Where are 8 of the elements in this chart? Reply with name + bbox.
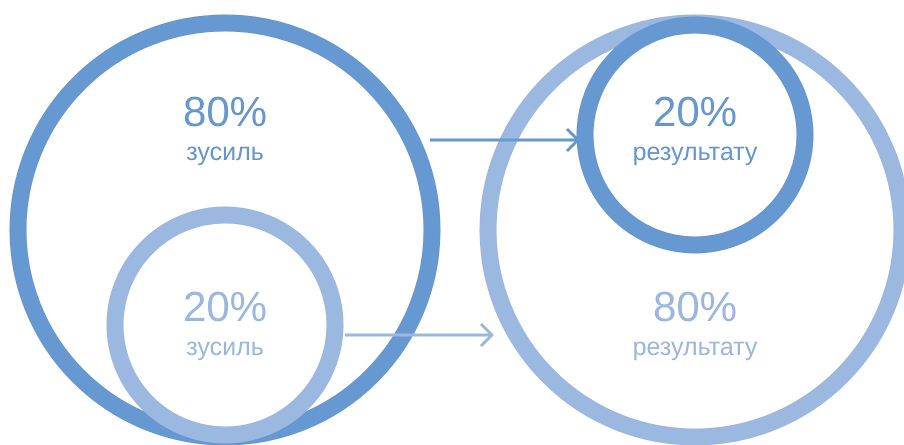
data-label: 80% [652,283,738,330]
category-label: результату [632,333,758,361]
category-label: зусиль [186,138,264,166]
data-label: 20% [182,283,268,330]
category-label: зусиль [186,333,264,361]
category-label: результату [632,138,758,166]
data-label: 20% [652,88,738,135]
data-label: 80% [182,88,268,135]
